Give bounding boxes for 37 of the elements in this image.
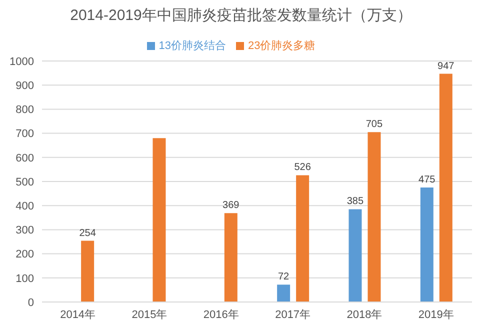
data-label: 526 bbox=[294, 162, 312, 174]
y-tick-label: 400 bbox=[16, 200, 34, 213]
y-tick-label: 700 bbox=[16, 128, 34, 140]
data-label: 705 bbox=[366, 119, 384, 130]
data-label: 72 bbox=[278, 272, 290, 283]
data-label: 385 bbox=[346, 196, 364, 208]
x-tick-label: 2019年 bbox=[418, 308, 454, 321]
bar bbox=[420, 188, 434, 302]
x-tick-label: 2018年 bbox=[346, 308, 382, 321]
chart-title: 2014-2019年中国肺炎疫苗批签发数量统计（万支） bbox=[69, 6, 413, 25]
y-tick-label: 300 bbox=[16, 224, 34, 237]
data-label: 254 bbox=[79, 228, 96, 239]
legend-label: 23价肺炎多糖 bbox=[248, 40, 316, 52]
bar bbox=[152, 138, 166, 302]
y-tick-label: 500 bbox=[16, 176, 34, 188]
bar bbox=[81, 240, 94, 302]
y-tick-label: 900 bbox=[16, 80, 34, 92]
bar bbox=[348, 209, 362, 302]
x-tick-label: 2017年 bbox=[275, 308, 311, 321]
y-tick-label: 1000 bbox=[10, 56, 34, 68]
x-tick-label: 2014年 bbox=[60, 308, 96, 321]
x-tick-label: 2016年 bbox=[203, 308, 239, 321]
y-tick-label: 800 bbox=[16, 104, 34, 116]
bar bbox=[277, 284, 290, 302]
bar bbox=[368, 132, 381, 302]
y-tick-label: 600 bbox=[16, 152, 34, 164]
data-label: 947 bbox=[438, 60, 455, 72]
y-tick-label: 0 bbox=[28, 296, 34, 309]
legend-label: 13价肺炎结合 bbox=[158, 40, 226, 52]
bar bbox=[296, 175, 310, 302]
data-label: 369 bbox=[222, 200, 240, 212]
bar bbox=[439, 74, 452, 302]
data-label: 475 bbox=[418, 174, 436, 186]
x-tick-label: 2015年 bbox=[132, 308, 168, 321]
bar bbox=[224, 213, 238, 302]
y-tick-label: 200 bbox=[16, 248, 34, 261]
y-tick-label: 100 bbox=[16, 272, 34, 285]
